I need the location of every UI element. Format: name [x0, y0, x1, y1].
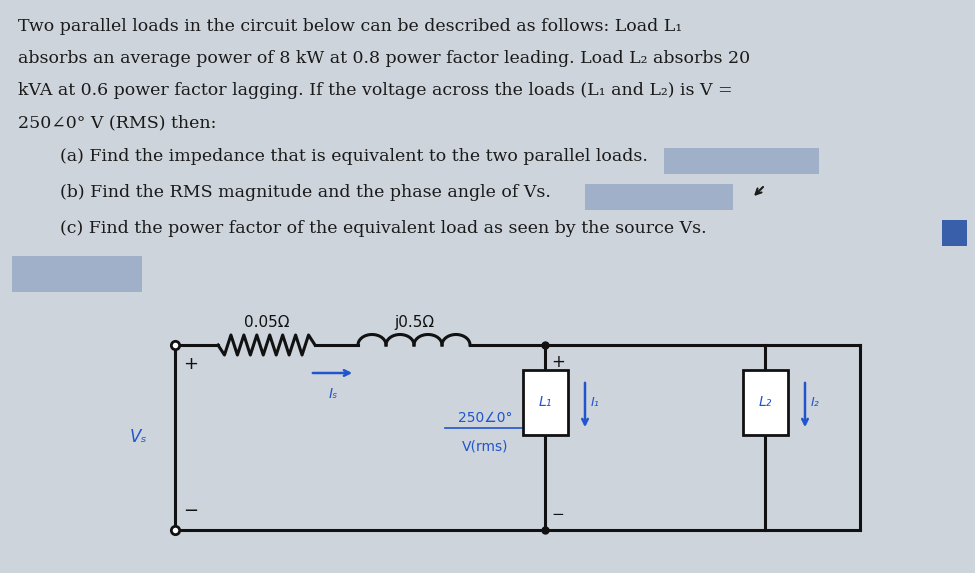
Text: +: + [551, 353, 565, 371]
Text: Two parallel loads in the circuit below can be described as follows: Load L₁: Two parallel loads in the circuit below … [18, 18, 682, 35]
Bar [664, 148, 819, 174]
Text: (c) Find the power factor of the equivalent load as seen by the source Vs.: (c) Find the power factor of the equival… [60, 220, 707, 237]
Text: j0.5Ω: j0.5Ω [394, 315, 434, 330]
Text: 250∠0°: 250∠0° [457, 411, 512, 426]
Text: −: − [183, 502, 198, 520]
Text: +: + [183, 355, 198, 373]
Text: V(rms): V(rms) [462, 439, 508, 453]
Text: L₁: L₁ [538, 395, 552, 410]
Text: I₁: I₁ [591, 396, 600, 409]
Text: absorbs an average power of 8 kW at 0.8 power factor leading. Load L₂ absorbs 20: absorbs an average power of 8 kW at 0.8 … [18, 50, 750, 67]
Text: L₂: L₂ [759, 395, 771, 410]
Text: I₂: I₂ [811, 396, 820, 409]
Text: Iₛ: Iₛ [329, 387, 337, 401]
Text: (b) Find the RMS magnitude and the phase angle of Vs.: (b) Find the RMS magnitude and the phase… [60, 184, 551, 201]
Bar [585, 184, 733, 210]
Text: 0.05Ω: 0.05Ω [244, 315, 290, 330]
Bar [523, 370, 568, 435]
Bar [942, 220, 967, 246]
Text: kVA at 0.6 power factor lagging. If the voltage across the loads (L₁ and L₂) is : kVA at 0.6 power factor lagging. If the … [18, 82, 732, 99]
Bar [743, 370, 788, 435]
Text: 250∠0° V (RMS) then:: 250∠0° V (RMS) then: [18, 114, 216, 131]
Text: −: − [551, 507, 564, 522]
Text: (a) Find the impedance that is equivalent to the two parallel loads.: (a) Find the impedance that is equivalen… [60, 148, 647, 165]
Text: Vₛ: Vₛ [130, 429, 147, 446]
Bar [12, 256, 142, 292]
